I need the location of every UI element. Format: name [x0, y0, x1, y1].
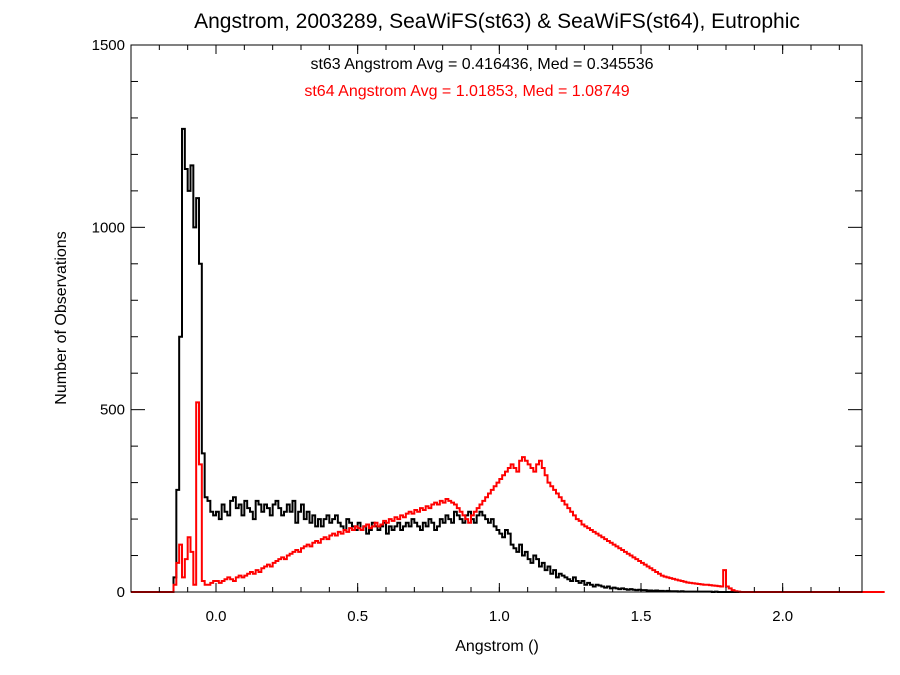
- y-tick-label: 1500: [92, 37, 125, 54]
- x-tick-label: 1.5: [631, 608, 652, 625]
- annotation-st63: st63 Angstrom Avg = 0.416436, Med = 0.34…: [310, 56, 653, 73]
- y-tick-label: 500: [100, 402, 125, 419]
- plot-frame: [130, 44, 863, 593]
- y-tick-label: 1000: [92, 219, 125, 236]
- x-tick-label: 0.0: [206, 608, 227, 625]
- x-tick-label: 2.0: [772, 608, 793, 625]
- x-axis-label: Angstrom (): [455, 638, 539, 655]
- x-tick-label: 1.0: [489, 608, 510, 625]
- chart-title: Angstrom, 2003289, SeaWiFS(st63) & SeaWi…: [194, 10, 800, 33]
- x-tick-label: 0.5: [347, 608, 368, 625]
- annotation-st64: st64 Angstrom Avg = 1.01853, Med = 1.087…: [304, 83, 629, 100]
- series-0-line: [131, 127, 865, 593]
- y-tick-label: 0: [117, 584, 125, 601]
- y-axis-label: Number of Observations: [53, 231, 70, 404]
- series-layer: [131, 127, 885, 593]
- ticks-layer: 0.0 0.5 1.0 1.5 2.0 0 500 1000 1500: [92, 37, 862, 625]
- series-1-line: [131, 401, 885, 593]
